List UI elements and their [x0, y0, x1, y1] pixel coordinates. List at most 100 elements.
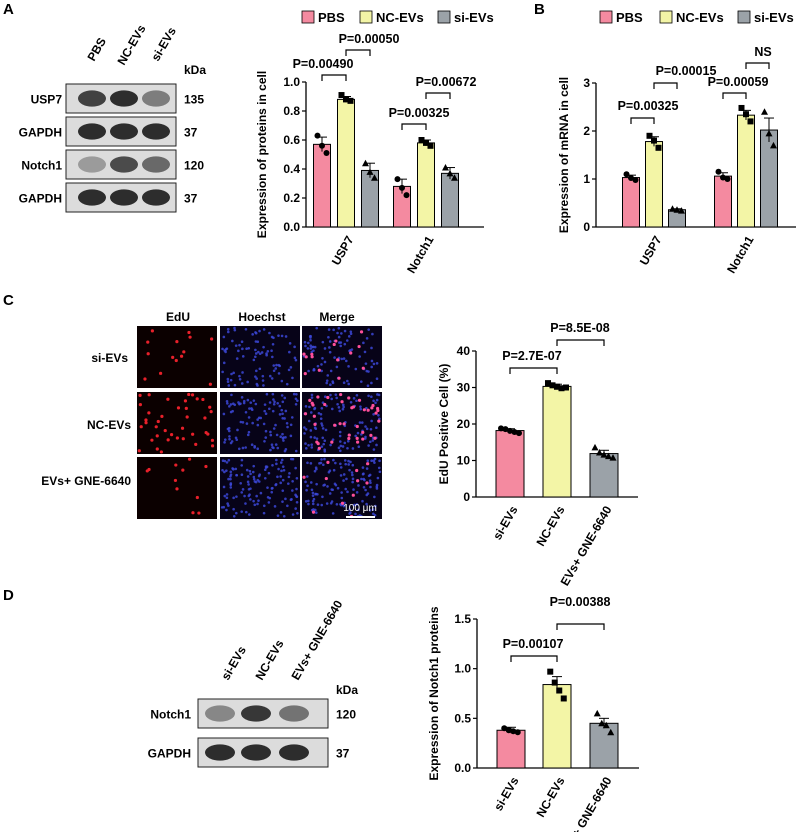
hoechst-nucleus	[269, 433, 273, 437]
hoechst-nucleus	[359, 405, 362, 408]
chart-d-bar	[542, 684, 572, 769]
hoechst-nucleus	[281, 500, 284, 503]
hoechst-nucleus	[351, 477, 355, 481]
edu-nucleus	[204, 431, 208, 435]
hoechst-nucleus	[222, 361, 226, 365]
hoechst-nucleus	[365, 467, 369, 470]
hoechst-nucleus	[223, 438, 227, 441]
hoechst-nucleus	[268, 496, 272, 500]
hoechst-nucleus	[340, 357, 344, 361]
hoechst-nucleus	[370, 365, 373, 369]
chart-a-point	[446, 169, 454, 177]
hoechst-nucleus	[258, 367, 262, 371]
hoechst-nucleus	[339, 466, 343, 469]
chart-c-y-tick-label: 30	[457, 381, 471, 395]
hoechst-nucleus	[221, 347, 224, 351]
edu-nucleus	[334, 339, 338, 343]
hoechst-nucleus	[264, 429, 268, 433]
hoechst-nucleus	[278, 413, 282, 416]
hoechst-nucleus	[372, 412, 375, 416]
hoechst-nucleus	[238, 374, 241, 378]
edu-nucleus	[146, 352, 150, 356]
hoechst-nucleus	[272, 446, 275, 450]
chart-c-y-tick-label: 40	[457, 344, 471, 358]
chart-a-point	[319, 142, 325, 149]
edu-nucleus	[176, 406, 181, 410]
chart-d-point	[602, 721, 610, 729]
hoechst-nucleus	[346, 379, 349, 383]
chart-c-sig-label: P=2.7E-07	[502, 349, 561, 363]
hoechst-nucleus	[309, 347, 313, 350]
chart-c-x-label: EVs+ GNE-6640	[558, 503, 615, 588]
hoechst-nucleus	[278, 404, 282, 408]
hoechst-nucleus	[340, 332, 343, 335]
edu-nucleus	[355, 468, 359, 473]
hoechst-nucleus	[354, 512, 357, 516]
hoechst-nucleus	[353, 503, 356, 507]
hoechst-nucleus	[329, 369, 333, 373]
hoechst-nucleus	[342, 357, 346, 360]
chart-c-y-label: EdU Positive Cell (%)	[437, 364, 451, 485]
hoechst-nucleus	[320, 406, 324, 410]
chart-d-point	[593, 709, 601, 717]
hoechst-nucleus	[331, 512, 335, 515]
chart-a-legend-label: si-EVs	[454, 10, 494, 25]
edu-nucleus	[159, 450, 163, 454]
hoechst-nucleus	[250, 408, 254, 412]
hoechst-nucleus	[349, 332, 353, 336]
hoechst-nucleus	[330, 397, 333, 401]
hoechst-nucleus	[241, 421, 245, 424]
hoechst-nucleus	[362, 486, 366, 489]
hoechst-nucleus	[277, 363, 281, 367]
hoechst-nucleus	[227, 429, 231, 433]
hoechst-nucleus	[294, 397, 298, 401]
hoechst-nucleus	[221, 459, 225, 463]
hoechst-nucleus	[255, 377, 258, 380]
hoechst-nucleus	[307, 443, 310, 447]
blot-a-kda-value: 135	[184, 93, 204, 107]
hoechst-nucleus	[355, 399, 358, 403]
hoechst-nucleus	[375, 377, 379, 381]
hoechst-nucleus	[231, 467, 234, 470]
chart-a-legend-label: NC-EVs	[376, 10, 424, 25]
hoechst-nucleus	[342, 405, 345, 409]
hoechst-nucleus	[325, 381, 329, 385]
edu-nucleus	[303, 371, 307, 376]
hoechst-nucleus	[329, 393, 332, 397]
hoechst-nucleus	[323, 457, 326, 461]
edu-nucleus	[138, 393, 142, 397]
panel-label-b: B	[534, 1, 545, 18]
hoechst-nucleus	[358, 355, 361, 358]
hoechst-nucleus	[335, 396, 338, 400]
hoechst-nucleus	[310, 350, 314, 354]
hoechst-nucleus	[370, 359, 374, 363]
hoechst-nucleus	[321, 427, 325, 430]
chart-b-sig-bracket	[630, 117, 655, 124]
hoechst-nucleus	[336, 486, 340, 490]
micro-row-gne-text: EVs+ GNE-6640	[41, 474, 131, 488]
chart-d-point	[551, 679, 558, 686]
chart-c-x-label: NC-EVs	[533, 503, 567, 548]
edu-nucleus	[375, 406, 380, 411]
hoechst-nucleus	[323, 439, 327, 443]
chart-b-legend-swatch	[737, 10, 751, 24]
hoechst-nucleus	[331, 380, 335, 383]
chart-d-x-label: si-EVs	[491, 774, 522, 813]
hoechst-nucleus	[242, 401, 246, 405]
blot-a-row-label: USP7	[31, 93, 63, 107]
hoechst-nucleus	[357, 508, 360, 512]
hoechst-nucleus	[279, 481, 282, 485]
hoechst-nucleus	[371, 439, 375, 442]
hoechst-nucleus	[233, 326, 236, 330]
hoechst-nucleus	[248, 469, 252, 473]
edu-nucleus	[347, 433, 351, 437]
chart-a-point	[418, 137, 425, 143]
hoechst-nucleus	[246, 398, 250, 402]
hoechst-nucleus	[240, 396, 244, 399]
hoechst-nucleus	[254, 480, 258, 484]
hoechst-nucleus	[376, 476, 380, 480]
hoechst-nucleus	[261, 374, 265, 378]
chart-c-point	[507, 427, 513, 434]
hoechst-nucleus	[370, 419, 373, 423]
